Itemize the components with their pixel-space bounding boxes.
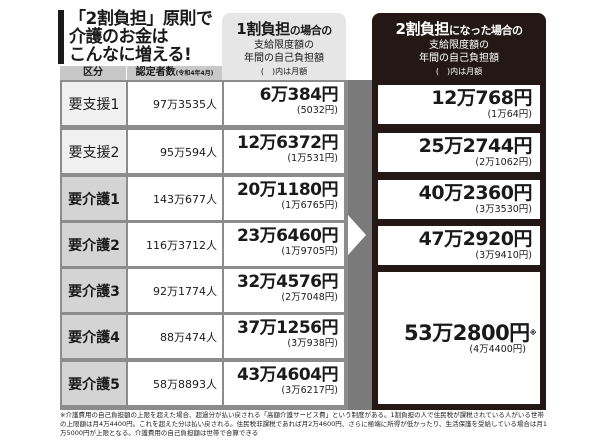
count-cell: 95万594人 [128, 130, 222, 173]
monthly-amount: (2万7048円) [281, 292, 338, 303]
monthly-amount: (5032円) [296, 105, 338, 116]
yearly-amount: 47万2920円 [418, 228, 533, 250]
column-count: 認定者数 [135, 67, 176, 78]
count-cell: 58万8893人 [128, 362, 222, 405]
category-cell: 要介護1 [62, 177, 126, 220]
header-sub: 年間の自己負担額 [419, 53, 499, 64]
monthly-amount: (3万3530円) [475, 204, 532, 215]
yearly-value: 53万2800円 [404, 321, 530, 345]
column-headers: 区分 認定者数(令和4年4月) [60, 66, 222, 80]
header-main: 1割負担 [236, 20, 290, 38]
title-line: 介護のお金は [69, 27, 169, 47]
yearly-amount: 43万4604円 [237, 365, 338, 385]
category-cell: 要支援2 [62, 130, 126, 173]
count-cell: 88万474人 [128, 315, 222, 358]
yearly-amount: 40万2360円 [418, 182, 533, 204]
monthly-amount: (3万938円) [287, 338, 338, 349]
header-sub: ( )内は月額 [260, 67, 308, 76]
yearly-amount: 53万2800円※ [404, 321, 537, 345]
table-row: 要介護4 88万474人 37万1256円 (3万938円) [62, 315, 346, 358]
count-cell: 143万677人 [128, 177, 222, 220]
amount-2wari-cell: 12万768円 (1万64円) [376, 83, 542, 126]
header-2wari: 2割負担になった場合の 支給限度額の 年間の自己負担額 ( )内は月額 [372, 13, 546, 81]
table-row: 要介護1 143万677人 20万1180円 (1万6765円) [62, 177, 346, 220]
header-suffix: の場合の [289, 24, 333, 37]
header-sub: 支給限度額の [254, 40, 314, 51]
amount-1wari-cell: 23万6460円 (1万9705円) [224, 223, 344, 266]
table-1wari: 要支援1 97万3535人 6万384円 (5032円) 要支援2 95万594人 … [60, 80, 348, 410]
header-sub: 支給限度額の [429, 40, 489, 51]
monthly-amount: (1万64円) [487, 109, 532, 120]
monthly-amount: (1万531円) [287, 153, 338, 164]
table-2wari: 12万768円 (1万64円) 25万2744円 (2万1062円) 40万2360円(… [372, 80, 546, 410]
monthly-amount: (3万9410円) [475, 250, 532, 261]
monthly-amount: (1万6765円) [281, 200, 338, 211]
count-cell: 97万3535人 [128, 82, 222, 125]
arrow-column [348, 80, 372, 410]
category-cell: 要介護3 [62, 269, 126, 312]
monthly-amount: (3万6217円) [281, 385, 338, 396]
yearly-amount: 12万768円 [431, 87, 532, 109]
amount-1wari-cell: 37万1256円 (3万938円) [224, 315, 344, 358]
category-cell: 要介護5 [62, 362, 126, 405]
title-line: 「2割負担」原則で [69, 9, 213, 29]
category-cell: 要介護4 [62, 315, 126, 358]
yearly-amount: 23万6460円 [237, 226, 338, 246]
note-mark: ※ [529, 329, 537, 337]
amount-1wari-cell: 20万1180円 (1万6765円) [224, 177, 344, 220]
yearly-amount: 32万4576円 [237, 272, 338, 292]
monthly-amount: (2万1062円) [475, 157, 532, 168]
table-row: 要支援2 95万594人 12万6372円 (1万531円) [62, 130, 346, 173]
header-main: 2割負担 [395, 20, 450, 38]
column-count-note: (令和4年4月) [175, 70, 214, 77]
monthly-amount: (1万9705円) [281, 246, 338, 257]
page-title: 「2割負担」原則で 介護のお金は こんなに増える! [58, 10, 218, 64]
yearly-amount: 6万384円 [259, 85, 339, 105]
header-suffix: になった場合の [448, 24, 523, 37]
header-sub: ( )内は月額 [435, 67, 483, 76]
yearly-amount: 12万6372円 [237, 133, 338, 153]
amount-2wari-merged-cell: 53万2800円※ (4万4400円) [376, 270, 542, 406]
amount-2wari-cell: 25万2744円 (2万1062円) [376, 131, 542, 174]
amount-1wari-cell: 32万4576円 (2万7048円) [224, 269, 344, 312]
amount-2wari-cell: 40万2360円 (3万3530円) [376, 178, 542, 221]
yearly-amount: 37万1256円 [237, 318, 338, 338]
table-row: 要支援1 97万3535人 6万384円 (5032円) [62, 82, 346, 125]
count-cell: 92万1774人 [128, 269, 222, 312]
footnote: ※介護費用の自己負担額の上限を超えた場合、超過分が払い戻される「高額介護サービス… [60, 411, 547, 437]
amount-1wari-cell: 12万6372円 (1万531円) [224, 130, 344, 173]
yearly-amount: 20万1180円 [237, 180, 338, 200]
category-cell: 要支援1 [62, 82, 126, 125]
arrow-right-icon [348, 215, 366, 255]
category-cell: 要介護2 [62, 223, 126, 266]
table-row: 要介護5 58万8893人 43万4604円 (3万6217円) [62, 362, 346, 405]
table-row: 要介護3 92万1774人 32万4576円 (2万7048円) [62, 269, 346, 312]
title-line: こんなに増える! [69, 45, 192, 65]
header-sub: 年間の自己負担額 [244, 53, 324, 64]
monthly-amount: (4万4400円) [469, 344, 526, 355]
column-category: 区分 [83, 67, 103, 78]
header-1wari: 1割負担の場合の 支給限度額の 年間の自己負担額 ( )内は月額 [222, 13, 346, 81]
amount-1wari-cell: 43万4604円 (3万6217円) [224, 362, 344, 405]
count-cell: 116万3712人 [128, 223, 222, 266]
amount-1wari-cell: 6万384円 (5032円) [224, 82, 344, 125]
yearly-amount: 25万2744円 [418, 135, 533, 157]
table-row: 要介護2 116万3712人 23万6460円 (1万9705円) [62, 223, 346, 266]
amount-2wari-cell: 47万2920円 (3万9410円) [376, 224, 542, 267]
